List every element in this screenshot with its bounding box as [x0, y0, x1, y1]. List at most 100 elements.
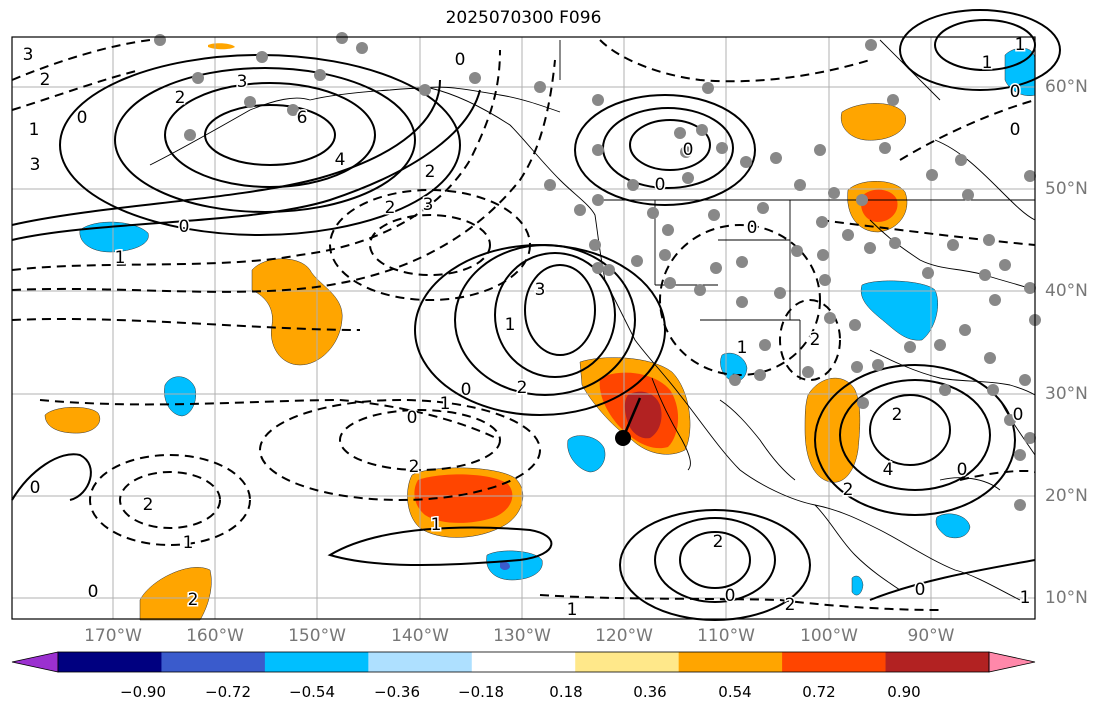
- station-dot: [631, 255, 643, 267]
- contour-label: 3: [423, 195, 434, 215]
- station-dot: [287, 104, 299, 116]
- station-dot: [754, 369, 766, 381]
- station-dot: [989, 294, 1001, 306]
- positive-anomaly-area: [139, 567, 212, 621]
- contour-label: 0: [461, 380, 472, 400]
- lon-label: 130°W: [493, 626, 551, 646]
- station-dot: [979, 269, 991, 281]
- contour-label: 0: [683, 140, 694, 160]
- station-dot: [962, 189, 974, 201]
- negative-anomaly-area: [860, 280, 938, 341]
- station-dot: [192, 72, 204, 84]
- station-dot: [856, 194, 868, 206]
- station-dot: [740, 156, 752, 168]
- shaded-anomaly-layer: [44, 43, 1036, 621]
- contour-line: [11, 69, 141, 111]
- station-dot: [256, 51, 268, 63]
- colorbar-tick-label: −0.36: [374, 683, 420, 701]
- station-dot: [947, 239, 959, 251]
- station-dot: [904, 341, 916, 353]
- contour-line: [329, 189, 531, 301]
- station-dot: [757, 202, 769, 214]
- contour-label: 0: [957, 460, 968, 480]
- contour-label: 1: [567, 600, 578, 620]
- contour-label: 0: [407, 408, 418, 428]
- contour-line: [869, 394, 951, 466]
- station-dot: [857, 397, 869, 409]
- station-dot: [770, 152, 782, 164]
- negative-anomaly-area: [79, 221, 149, 253]
- lat-label: 10°N: [1045, 588, 1088, 608]
- contour-label: 0: [915, 580, 926, 600]
- station-dot: [872, 359, 884, 371]
- lon-label: 110°W: [697, 626, 755, 646]
- colorbar-tick-label: 0.36: [633, 683, 667, 701]
- contour-line: [839, 379, 991, 491]
- contour-label: 1: [431, 515, 442, 535]
- contour-label: 0: [725, 586, 736, 606]
- lon-label: 100°W: [800, 626, 858, 646]
- contour-line: [11, 59, 556, 293]
- contour-label: 1: [1015, 35, 1026, 55]
- station-dot: [664, 277, 676, 289]
- station-dot: [759, 339, 771, 351]
- station-dot: [356, 42, 368, 54]
- contour-label: 2: [188, 590, 199, 610]
- colorbar-tick-label: 0.18: [549, 683, 583, 701]
- station-dot: [716, 142, 728, 154]
- station-dot: [680, 146, 692, 158]
- contour-label: 3: [30, 155, 41, 175]
- station-dot: [959, 324, 971, 336]
- station-dot: [696, 124, 708, 136]
- station-dot: [926, 169, 938, 181]
- colorbar-tick-label: 0.72: [802, 683, 836, 701]
- contour-label: 4: [335, 150, 346, 170]
- contour-line: [779, 299, 841, 381]
- station-dot: [816, 216, 828, 228]
- contour-label: 1: [440, 394, 451, 414]
- contour-label: 0: [30, 478, 41, 498]
- colorbar-tick-label: −0.90: [120, 683, 166, 701]
- positive-anomaly-area: [624, 391, 662, 439]
- station-dot: [592, 94, 604, 106]
- plot-title: 2025070300 F096: [445, 8, 602, 28]
- contour-line: [114, 67, 416, 213]
- station-dot: [592, 194, 604, 206]
- contour-line: [204, 104, 336, 166]
- station-dot: [1019, 374, 1031, 386]
- contour-line: [89, 454, 251, 546]
- station-dot: [842, 229, 854, 241]
- contour-label: 2: [517, 378, 528, 398]
- contour-label: 0: [1010, 82, 1021, 102]
- contour-label: 2: [143, 495, 154, 515]
- station-dot: [1024, 282, 1036, 294]
- contour-label: 0: [1013, 405, 1024, 425]
- station-dot: [710, 262, 722, 274]
- station-dot: [791, 245, 803, 257]
- station-dot: [814, 144, 826, 156]
- station-dot: [694, 284, 706, 296]
- station-dot: [592, 262, 604, 274]
- contour-line: [574, 94, 756, 206]
- station-dot: [934, 339, 946, 351]
- contour-label: 3: [23, 45, 34, 65]
- colorbar-segment: [678, 652, 783, 672]
- station-dot: [1014, 499, 1026, 511]
- station-dot: [774, 287, 786, 299]
- contour-line: [494, 252, 616, 378]
- contour-label: 0: [88, 582, 99, 602]
- positive-anomaly-area: [251, 258, 343, 366]
- contour-line: [39, 398, 501, 441]
- contour-label: 1: [982, 53, 993, 73]
- station-dot: [603, 264, 615, 276]
- station-dot: [184, 129, 196, 141]
- lat-label: 40°N: [1045, 281, 1088, 301]
- graticule: [12, 37, 1035, 619]
- station-dot: [469, 72, 481, 84]
- station-dot: [574, 204, 586, 216]
- station-dot: [887, 94, 899, 106]
- contour-label: 2: [409, 457, 420, 477]
- contour-label: 0: [179, 217, 190, 237]
- contour-line: [814, 364, 1016, 516]
- contour-label: 0: [747, 218, 758, 238]
